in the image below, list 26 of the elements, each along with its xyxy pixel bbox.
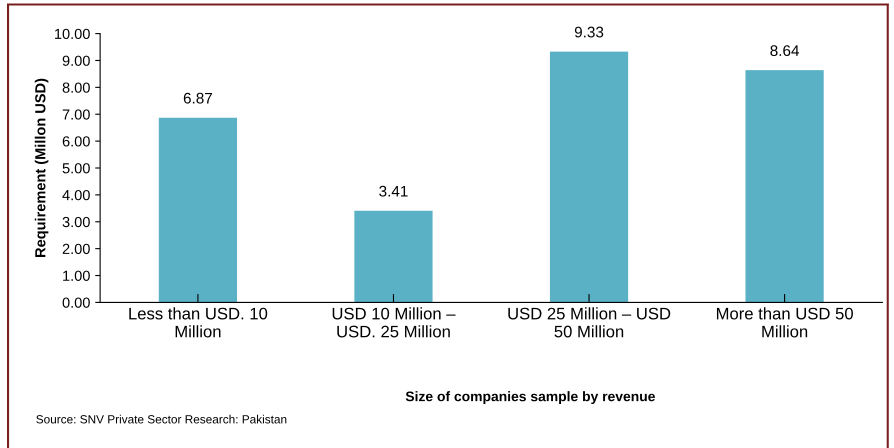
y-tick-label: 5.00 — [62, 163, 90, 174]
x-axis-title: Size of companies sample by revenue — [406, 391, 655, 404]
y-tick-label: 9.00 — [62, 56, 90, 66]
x-tick-label: More than USD 50 Million — [716, 307, 853, 338]
y-tick-label: 3.00 — [62, 216, 90, 228]
y-tick-label: 1.00 — [63, 270, 90, 281]
bar — [745, 70, 824, 302]
source-note: Source: SNV Private Sector Research: Pakistan — [36, 414, 286, 424]
y-tick-label: 2.00 — [62, 244, 90, 254]
bar — [158, 118, 238, 302]
x-tick-label: USD 25 Million – USD 50 Million — [508, 307, 670, 338]
data-label: 9.33 — [574, 26, 604, 38]
data-label: 3.41 — [379, 186, 408, 197]
y-axis-title: Requirement (Millon USD) — [34, 78, 48, 257]
x-tick-label: USD 10 Million – USD. 25 Million — [332, 307, 456, 338]
y-tick-label: 4.00 — [62, 190, 90, 200]
data-label: 8.64 — [770, 45, 800, 56]
y-tick-label: 10.00 — [55, 28, 90, 40]
y-tick-label: 6.00 — [62, 136, 90, 147]
y-tick-label: 0.00 — [62, 298, 90, 308]
y-tick-label: 7.00 — [62, 109, 90, 120]
bar — [550, 52, 628, 302]
y-tick-label: 8.00 — [62, 82, 90, 93]
bar — [354, 210, 433, 302]
data-label: 6.87 — [184, 92, 212, 104]
x-tick-label: Less than USD. 10 Million — [129, 307, 268, 338]
